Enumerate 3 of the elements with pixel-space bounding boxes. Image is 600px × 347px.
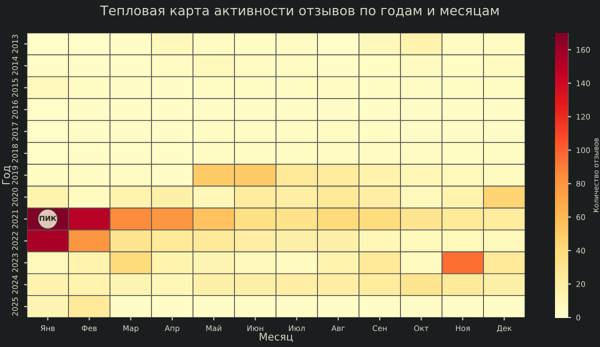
x-axis-title: Месяц — [260, 332, 293, 342]
chart-title: Тепловая карта активности отзывов по годам и месяцам — [100, 6, 499, 18]
y-axis-title: Год — [2, 166, 12, 184]
